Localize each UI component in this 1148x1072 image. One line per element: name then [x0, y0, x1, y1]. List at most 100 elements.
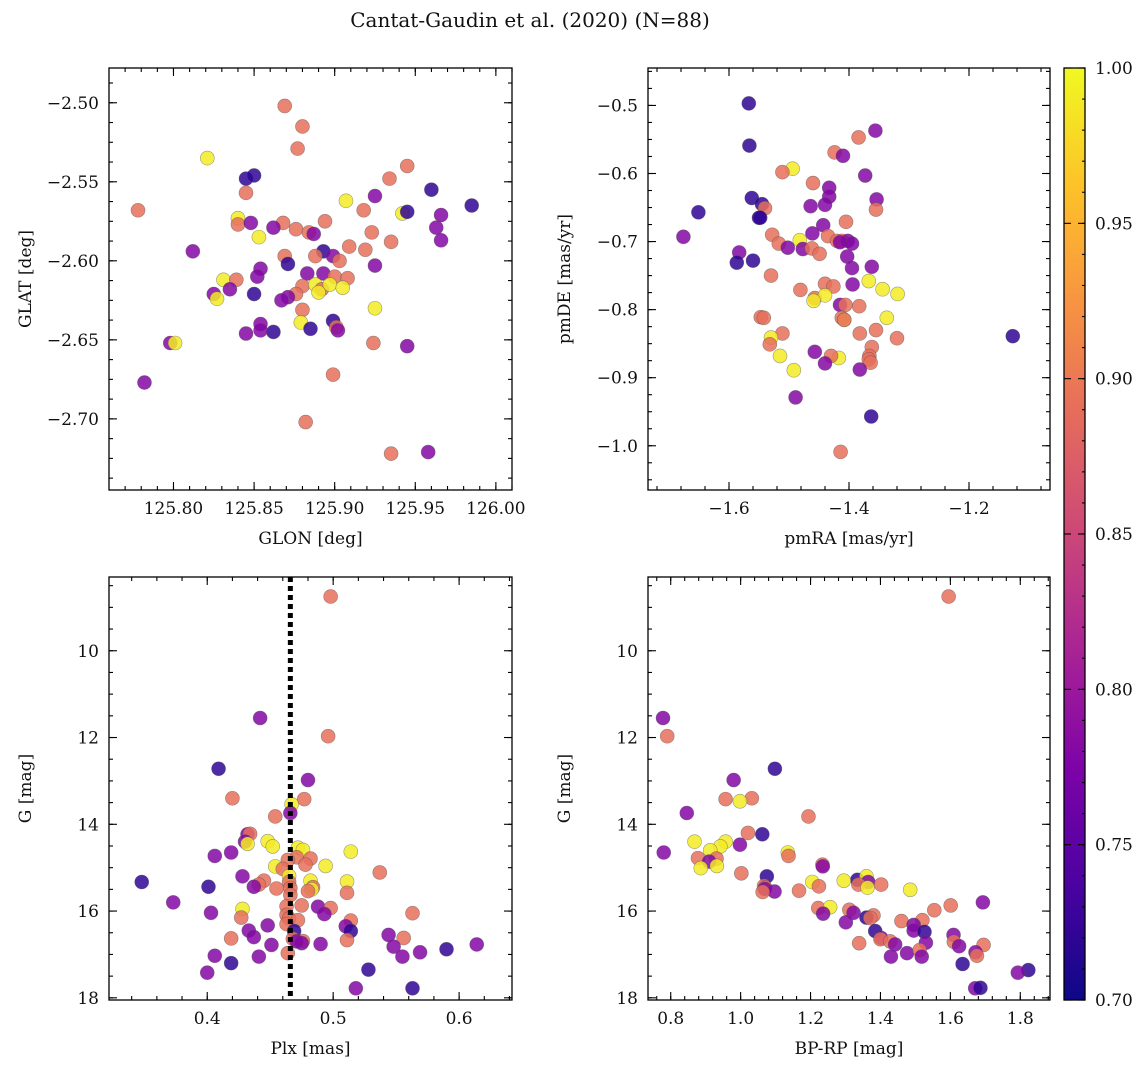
data-point	[367, 258, 383, 273]
data-point	[230, 217, 246, 232]
data-point	[687, 834, 702, 849]
data-point	[709, 858, 725, 874]
x-axis-label: BP-RP [mag]	[795, 1039, 904, 1059]
data-point	[969, 948, 985, 964]
y-tick-label: 14	[77, 815, 99, 835]
data-point	[873, 877, 889, 892]
data-point	[775, 164, 790, 180]
data-point	[693, 860, 709, 876]
data-point	[225, 790, 240, 806]
axes-frame	[647, 67, 1051, 491]
data-point	[801, 809, 816, 824]
x-tick-label: 0.8	[657, 1009, 684, 1029]
data-point	[405, 905, 420, 921]
data-point	[889, 330, 905, 346]
data-point	[845, 277, 860, 292]
data-points	[130, 98, 480, 461]
data-point	[317, 214, 333, 229]
data-point	[235, 869, 250, 884]
y-tick-label: 16	[616, 902, 638, 922]
data-point	[817, 197, 833, 213]
y-tick-label: −2.65	[47, 331, 99, 351]
data-point	[838, 297, 853, 313]
data-point	[266, 220, 281, 235]
data-point	[246, 929, 262, 945]
data-point	[844, 260, 860, 276]
data-point	[238, 326, 254, 341]
colorbar-tick-label: 0.85	[1095, 525, 1133, 545]
data-point	[788, 390, 803, 405]
data-point	[298, 414, 313, 430]
data-point	[295, 302, 310, 318]
data-point	[299, 266, 315, 281]
data-point	[1010, 965, 1026, 980]
y-tick-label: −0.6	[597, 165, 638, 185]
data-point	[298, 857, 313, 872]
panel-glon-glat: 125.80 125.85 125.90 125.95 126.00 −2.70 −2.65…	[16, 67, 526, 549]
data-point	[341, 239, 357, 254]
data-point	[335, 280, 351, 295]
x-tick-label: 126.00	[466, 499, 525, 519]
data-point	[852, 326, 868, 341]
data-point	[296, 791, 312, 807]
data-point	[781, 848, 796, 864]
data-point	[311, 285, 326, 300]
data-point	[863, 409, 879, 424]
data-point	[246, 286, 262, 302]
data-point	[199, 965, 215, 980]
data-point	[734, 866, 749, 881]
data-point	[762, 337, 778, 352]
panel-bprp-g: 0.8 1.0 1.2 1.4 1.6 1.8 10 12 14 16 18 BP-RP [mag] G…	[555, 576, 1051, 1059]
data-point	[836, 312, 852, 328]
data-point	[308, 248, 323, 264]
data-point	[300, 883, 316, 899]
data-point	[251, 229, 267, 245]
data-point	[851, 130, 866, 145]
data-point	[185, 244, 201, 259]
data-point	[955, 956, 970, 972]
data-point	[317, 906, 332, 922]
data-point	[356, 202, 371, 218]
data-point	[223, 955, 239, 971]
x-axis-label: Plx [mas]	[270, 1039, 350, 1059]
data-point	[201, 879, 216, 895]
data-point	[861, 273, 877, 289]
y-tick-label: 18	[77, 989, 99, 1009]
data-point	[264, 937, 279, 953]
data-point	[806, 293, 821, 309]
data-point	[399, 158, 415, 174]
data-point	[756, 310, 772, 326]
data-point	[815, 906, 831, 921]
data-point	[250, 269, 265, 284]
data-point	[780, 240, 796, 255]
data-point	[405, 980, 420, 996]
data-point	[752, 210, 768, 226]
data-point	[318, 858, 333, 874]
figure-title: Cantat-Gaudin et al. (2020) (N=88)	[350, 8, 710, 32]
data-point	[233, 910, 249, 925]
data-point	[348, 980, 364, 996]
y-axis-label: pmDE [mas/yr]	[555, 214, 575, 344]
data-point	[793, 282, 808, 298]
data-point	[165, 895, 181, 910]
data-point	[300, 772, 316, 788]
data-point	[817, 356, 833, 371]
data-point	[803, 198, 818, 214]
y-tick-label: 10	[616, 642, 638, 662]
axes-frame	[108, 67, 513, 491]
colorbar-tick-label: 1.00	[1095, 59, 1133, 79]
data-point	[412, 944, 428, 960]
data-point	[868, 322, 884, 338]
data-point	[303, 321, 318, 337]
minor-ticks	[648, 577, 1050, 1000]
data-point	[755, 826, 770, 842]
panel-plx-g: 0.4 0.5 0.6 10 12 14 16 18 Plx [mas] G [mag]	[16, 576, 513, 1059]
data-point	[890, 286, 905, 302]
data-point	[732, 837, 748, 852]
data-point	[280, 256, 296, 272]
data-point	[883, 949, 899, 964]
data-point	[741, 96, 757, 111]
data-point	[267, 809, 283, 824]
data-point	[941, 589, 956, 604]
